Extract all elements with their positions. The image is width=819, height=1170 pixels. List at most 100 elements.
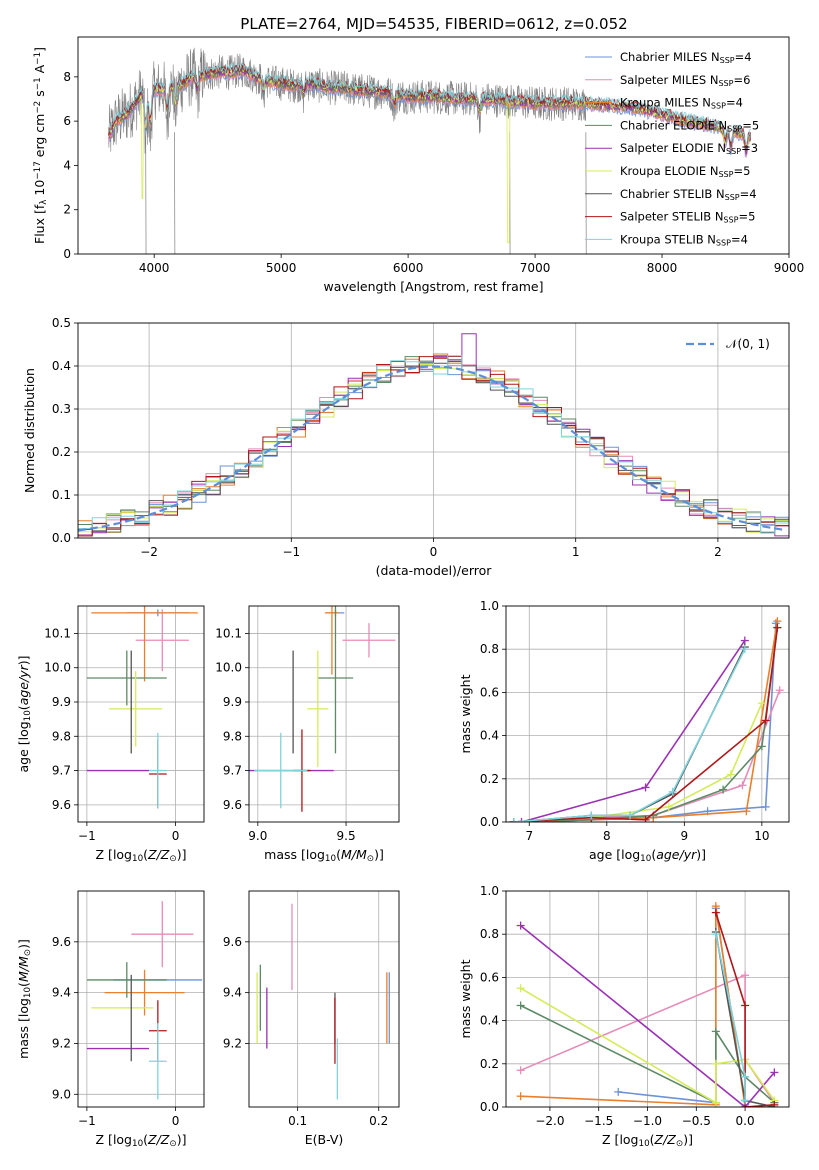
legend-entry-salpeter-elodie: Salpeter ELODIE NSSP=3 xyxy=(620,141,758,156)
mass-weight-vs-z-lines xyxy=(516,902,779,1107)
mass-vs-z-ytick-label: 9.6 xyxy=(52,935,71,949)
mass-weight-vs-z-xtick-label: 0.0 xyxy=(736,1114,755,1128)
residuals-ytick-label: 0.5 xyxy=(52,316,71,330)
spectrum-legend: Chabrier MILES NSSP=4 Salpeter MILES NSSP… xyxy=(585,50,759,247)
mass-weight-vs-z-line-salpeter-stelib-marker xyxy=(770,1100,779,1107)
age-vs-mass-ytick-label: 9.6 xyxy=(223,798,242,812)
mass-weight-vs-age-ylabel: mass weight xyxy=(458,674,473,753)
residuals-legend: 𝒩(0, 1) xyxy=(686,337,770,351)
age-vs-mass-point-kroupa-elodie xyxy=(307,650,329,768)
mass-weight-vs-age-ytick-label: 0.4 xyxy=(480,729,499,743)
legend-entry-kroupa-elodie: Kroupa ELODIE NSSP=5 xyxy=(620,164,750,179)
age-vs-mass-ytick-label: 9.8 xyxy=(223,729,242,743)
legend-entry-salpeter-stelib: Salpeter STELIB NSSP=5 xyxy=(620,210,755,225)
mass-weight-vs-z-ytick-label: 0.2 xyxy=(480,1057,499,1071)
spectrum-model-chabrier-stelib xyxy=(108,64,752,152)
mass-weight-vs-z-line-kroupa-miles xyxy=(520,905,746,1107)
mass-weight-vs-z-ytick-label: 0.4 xyxy=(480,1014,499,1028)
residuals-xlabel: (data-model)/error xyxy=(376,563,493,578)
mass-vs-ebv-frame xyxy=(248,890,400,1108)
residuals-gaussian-line xyxy=(78,365,787,532)
age-vs-mass-xlabel: mass [log10(M/M⊙)] xyxy=(264,847,384,864)
mass-weight-vs-age-axes: 7 8 9 10 0.0 0.2 0.4 0.6 0.8 1.0 age [log10(age/yr… xyxy=(458,599,789,864)
age-vs-z-ytick-label: 9.8 xyxy=(52,729,71,743)
residuals-histograms xyxy=(78,333,789,537)
residuals-legend-label: 𝒩(0, 1) xyxy=(726,337,770,351)
mass-weight-vs-age-ytick-label: 1.0 xyxy=(480,599,499,613)
spectrum-ytick-label: 2 xyxy=(63,203,71,217)
mass-vs-z-point-kroupa-miles xyxy=(104,969,185,1016)
mass-weight-vs-z-line-chabrier-miles-marker xyxy=(614,1087,623,1096)
mass-weight-vs-age-line-salpeter-stelib-marker xyxy=(641,815,650,822)
age-vs-mass-ytick-label: 10.1 xyxy=(215,626,242,640)
mass-weight-vs-z-xtick-label: −1.5 xyxy=(584,1114,613,1128)
spectrum-ytick-label: 6 xyxy=(63,114,71,128)
residuals-ylabel: Normed distribution xyxy=(22,368,37,493)
spectrum-ytick-label: 4 xyxy=(63,158,71,172)
age-vs-z-point-kroupa-elodie xyxy=(109,671,163,747)
age-vs-z-point-salpeter-miles xyxy=(135,609,189,672)
legend-entry-chabrier-elodie: Chabrier ELODIE NSSP=5 xyxy=(620,118,759,133)
mass-weight-vs-age-lines xyxy=(509,617,784,822)
mass-weight-vs-z-line-salpeter-stelib-marker xyxy=(741,1001,750,1010)
mass-weight-vs-z-line-salpeter-miles-marker xyxy=(516,1066,525,1075)
mass-vs-z-axes: −1 0 9.0 9.2 9.4 9.6 Z [log10(Z/Z⊙)] mass [log1… xyxy=(16,891,204,1149)
mass-vs-z-ytick-label: 9.2 xyxy=(52,1036,71,1050)
mass-weight-vs-z-line-kroupa-miles-marker xyxy=(516,1092,525,1101)
mass-weight-vs-z-ytick-label: 0.8 xyxy=(480,927,499,941)
mass-weight-vs-z-xtick-label: −1.0 xyxy=(633,1114,662,1128)
age-vs-z-point-kroupa-miles xyxy=(91,606,198,682)
legend-entry-kroupa-stelib: Kroupa STELIB NSSP=4 xyxy=(620,232,748,247)
mass-vs-ebv-ytick-label: 9.4 xyxy=(223,986,242,1000)
mass-weight-vs-age-line-chabrier-elodie xyxy=(513,627,779,822)
mass-vs-z-point-salpeter-miles xyxy=(131,901,194,968)
mass-weight-vs-z-line-kroupa-elodie-marker xyxy=(711,1098,720,1107)
mass-weight-vs-z-line-chabrier-miles xyxy=(618,908,746,1105)
legend-entry-salpeter-miles: Salpeter MILES NSSP=6 xyxy=(620,73,750,88)
mass-weight-vs-z-line-kroupa-elodie-marker xyxy=(711,1059,720,1068)
age-vs-z-point-chabrier-elodie xyxy=(86,650,167,706)
mass-weight-vs-z-line-salpeter-elodie-marker xyxy=(770,1068,779,1077)
age-vs-z-xtick-label: 0 xyxy=(172,829,180,843)
residuals-xtick-label: 2 xyxy=(714,545,722,559)
mass-weight-vs-age-xtick-label: 10 xyxy=(754,829,769,843)
mass-weight-vs-age-frame xyxy=(505,605,790,823)
age-vs-z-ytick-label: 10.1 xyxy=(44,626,71,640)
mass-weight-vs-z-line-chabrier-elodie-marker xyxy=(711,1027,720,1036)
mass-vs-z-frame xyxy=(77,890,205,1108)
mass-weight-vs-z-frame xyxy=(505,890,790,1108)
spectrum-xtick-label: 8000 xyxy=(647,261,678,275)
age-vs-z-xlabel: Z [log10(Z/Z⊙)] xyxy=(96,847,187,864)
residuals-hist-kroupa-stelib xyxy=(78,355,789,537)
mass-vs-z-ylabel: mass [log10(M/M⊙)] xyxy=(16,939,33,1059)
mass-weight-vs-z-ytick-label: 0.6 xyxy=(480,970,499,984)
age-vs-mass-points xyxy=(249,606,396,812)
residuals-ytick-label: 0.2 xyxy=(52,445,71,459)
spectrum-model-kroupa-stelib xyxy=(108,62,751,146)
residuals-frame xyxy=(77,322,790,539)
mass-weight-vs-z-line-salpeter-miles-marker xyxy=(741,971,750,980)
age-vs-mass-ytick-label: 9.9 xyxy=(223,695,242,709)
mass-weight-vs-age-line-salpeter-stelib-marker xyxy=(773,623,782,632)
mass-vs-z-point-chabrier-elodie xyxy=(86,962,167,998)
mass-weight-vs-z-line-salpeter-elodie-marker xyxy=(516,921,525,930)
residuals-ytick-label: 0.4 xyxy=(52,359,71,373)
mass-weight-vs-z-xtick-label: −0.5 xyxy=(682,1114,711,1128)
age-vs-z-ytick-label: 10.0 xyxy=(44,661,71,675)
mass-weight-vs-age-line-salpeter-miles-marker xyxy=(775,686,784,695)
residuals-xtick-label: −2 xyxy=(140,545,158,559)
mass-vs-z-xtick-label: 0 xyxy=(172,1114,180,1128)
mass-weight-vs-age-line-salpeter-stelib-marker xyxy=(761,716,770,725)
age-vs-mass-xtick-label: 9.5 xyxy=(337,829,356,843)
mass-weight-vs-z-line-kroupa-elodie-marker xyxy=(516,984,525,993)
mass-vs-ebv-xlabel: E(B-V) xyxy=(305,1132,344,1147)
spectrum-xtick-label: 4000 xyxy=(139,261,170,275)
spectrum-frame xyxy=(77,36,790,255)
mass-vs-z-point-kroupa-stelib xyxy=(148,1023,167,1100)
mass-weight-vs-age-line-kroupa-elodie-marker xyxy=(664,802,673,811)
mass-weight-vs-z-line-salpeter-stelib-marker xyxy=(711,908,720,917)
age-vs-z-frame xyxy=(77,605,205,823)
mass-weight-vs-age-line-kroupa-stelib-marker xyxy=(509,818,518,822)
mass-vs-ebv-xtick-label: 0.2 xyxy=(369,1114,388,1128)
mass-weight-vs-z-line-salpeter-elodie xyxy=(520,924,776,1107)
